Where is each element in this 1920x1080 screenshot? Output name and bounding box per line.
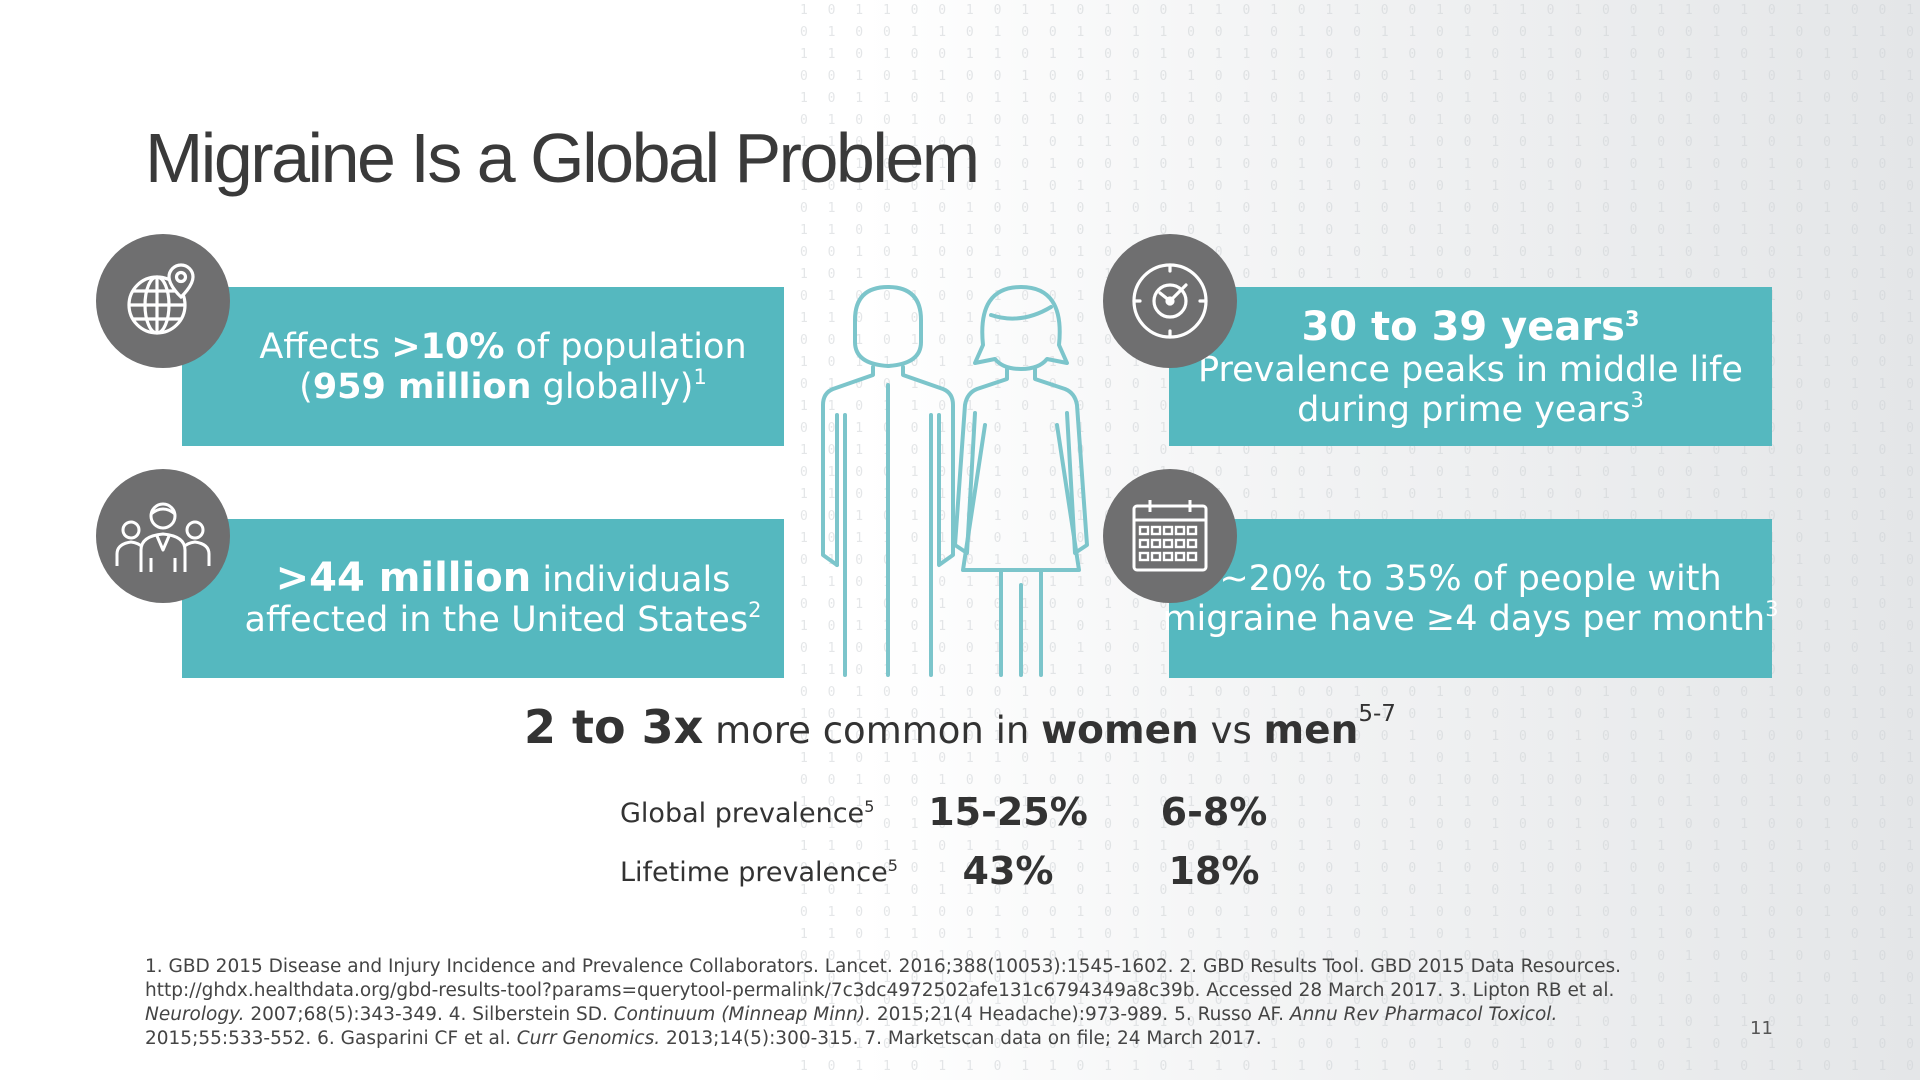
stat-us-box: >44 million individuals affected in the …	[182, 519, 784, 678]
stat-age-headline: 30 to 39 years3	[1301, 303, 1640, 350]
prevalence-women-value: 43%	[962, 849, 1054, 893]
prevalence-men-value: 6-8%	[1160, 790, 1268, 834]
stat-age-line2: during prime years3	[1297, 387, 1644, 430]
calendar-icon	[1103, 469, 1237, 603]
stat-days-line1: ~20% to 35% of people with	[1219, 558, 1722, 599]
stat-us-line1: >44 million individuals	[275, 554, 731, 601]
prevalence-label: Global prevalence5	[620, 797, 875, 829]
stat-days-line2: migraine have ≥4 days per month3	[1162, 596, 1779, 639]
prevalence-men-value: 18%	[1168, 849, 1260, 893]
stat-age-line1: Prevalence peaks in middle life	[1198, 349, 1743, 390]
slide-title: Migraine Is a Global Problem	[145, 119, 980, 197]
stat-us-line2: affected in the United States2	[244, 597, 762, 640]
globe-pin-icon	[96, 234, 230, 368]
woman-figure	[953, 285, 1089, 677]
references: 1. GBD 2015 Disease and Injury Incidence…	[145, 956, 1621, 1049]
footnote-ref: 5-7	[1358, 701, 1396, 727]
man-figure	[821, 285, 955, 677]
footnote-ref: 2	[748, 597, 762, 622]
stat-age-box: 30 to 39 years3 Prevalence peaks in midd…	[1169, 287, 1772, 446]
stat-global-box: Affects >10% of population (959 million …	[182, 287, 784, 446]
people-group-icon	[96, 469, 230, 603]
stat-global-line1: Affects >10% of population	[259, 326, 747, 367]
footnote-ref: 3	[1630, 387, 1644, 412]
clock-icon	[1103, 234, 1237, 368]
footnote-ref: 3	[1624, 306, 1640, 331]
stat-global-line2: (959 million globally)1	[299, 364, 707, 407]
stat-days-box: ~20% to 35% of people with migraine have…	[1162, 519, 1779, 678]
prevalence-women-value: 15-25%	[928, 790, 1088, 834]
footnote-ref: 5	[864, 797, 875, 816]
footnote-ref: 3	[1765, 596, 1779, 621]
women-vs-men-statement: 2 to 3x more common in women vs men5-7	[524, 700, 1396, 754]
prevalence-label: Lifetime prevalence5	[620, 856, 898, 888]
footnote-ref: 1	[693, 364, 707, 389]
footnote-ref: 5	[887, 856, 898, 875]
prevalence-row-lifetime: Lifetime prevalence5 43% 18%	[0, 849, 1920, 899]
man-woman-figures	[821, 285, 1089, 677]
prevalence-row-global: Global prevalence5 15-25% 6-8%	[0, 790, 1920, 840]
page-number: 11	[1750, 1018, 1773, 1039]
